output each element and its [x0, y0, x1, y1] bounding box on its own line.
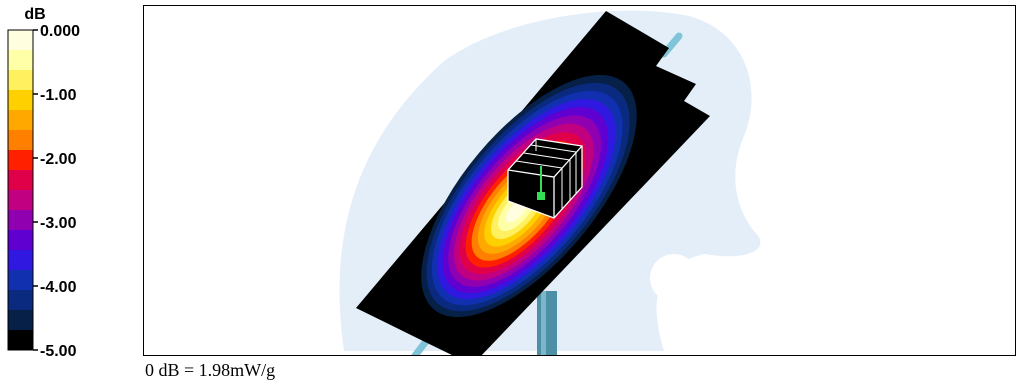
device-wireframe	[507, 138, 583, 219]
colorbar-tick-label: -1.00	[40, 87, 77, 104]
colorbar-swatch	[8, 170, 33, 191]
colorbar-swatch	[8, 210, 33, 231]
colorbar-frame	[7, 29, 34, 351]
colorbar-swatch	[8, 330, 33, 351]
probe-marker	[537, 192, 545, 200]
colorbar-swatch	[8, 270, 33, 291]
colorbar-swatch	[8, 30, 33, 51]
colorbar-tick-label: -5.00	[40, 343, 77, 360]
colorbar-tick-label: -2.00	[40, 151, 77, 168]
colorbar-tick-label: 0.000	[40, 23, 80, 40]
colorbar-swatch	[8, 90, 33, 111]
colorbar-swatch	[8, 50, 33, 71]
colorbar-legend: dB 0.000 -1.00 -2.00 -3.00 -4.00 -5.00	[7, 6, 80, 360]
colorbar-swatch	[8, 250, 33, 271]
colorbar-tick-label: -3.00	[40, 215, 77, 232]
colorbar-swatch	[8, 190, 33, 211]
colorbar-unit-label: dB	[24, 6, 45, 23]
reference-note: 0 dB = 1.98mW/g	[145, 360, 276, 380]
sar-scan-viewport	[143, 5, 1016, 356]
stand-pole	[537, 291, 557, 355]
colorbar-swatch	[8, 310, 33, 331]
colorbar-swatches	[7, 29, 34, 351]
colorbar-swatch	[8, 150, 33, 171]
colorbar-swatch	[8, 130, 33, 151]
stand-pole-highlight	[541, 291, 546, 355]
colorbar-ticks: 0.000 -1.00 -2.00 -3.00 -4.00 -5.00	[33, 23, 80, 360]
phantom-notch	[650, 254, 698, 302]
colorbar-swatch	[8, 110, 33, 131]
colorbar-swatch	[8, 230, 33, 251]
sar-scan-scene	[339, 10, 761, 355]
colorbar-swatch	[8, 70, 33, 91]
colorbar-tick-label: -4.00	[40, 279, 77, 296]
colorbar-swatch	[8, 290, 33, 311]
